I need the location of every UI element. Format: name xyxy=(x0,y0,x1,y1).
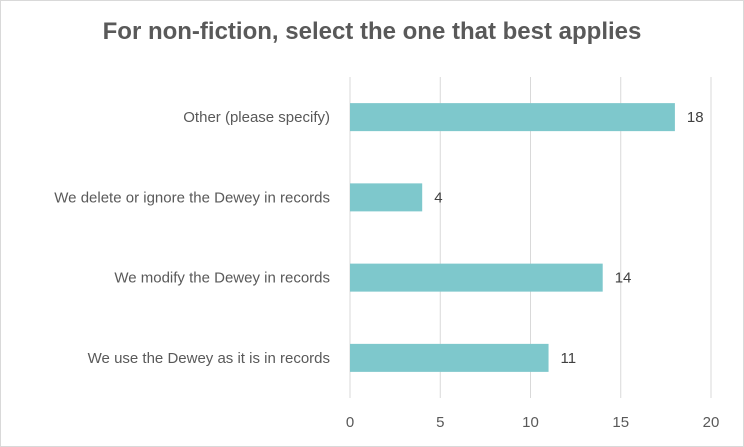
data-label: 11 xyxy=(561,350,577,367)
chart-title: For non-fiction, select the one that bes… xyxy=(102,18,642,45)
x-tick-label: 20 xyxy=(703,414,720,431)
data-label: 18 xyxy=(687,109,704,126)
bar xyxy=(350,103,675,132)
bar xyxy=(350,263,603,292)
category-label: We use the Dewey as it is in records xyxy=(88,350,330,367)
x-axis-tick-labels: 0 5 10 15 20 xyxy=(346,414,720,431)
category-labels: Other (please specify) We delete or ignor… xyxy=(54,109,330,367)
data-label: 4 xyxy=(434,189,442,206)
bar xyxy=(350,183,423,212)
category-label: We modify the Dewey in records xyxy=(114,270,330,287)
x-tick-label: 15 xyxy=(612,414,629,431)
x-tick-label: 5 xyxy=(436,414,444,431)
x-tick-label: 10 xyxy=(522,414,539,431)
data-label: 14 xyxy=(615,270,632,287)
data-labels: 18 4 14 11 xyxy=(434,109,703,367)
category-label: We delete or ignore the Dewey in records xyxy=(54,189,330,206)
x-tick-label: 0 xyxy=(346,414,354,431)
category-label: Other (please specify) xyxy=(183,109,330,126)
bars xyxy=(350,103,675,372)
bar xyxy=(350,343,549,372)
